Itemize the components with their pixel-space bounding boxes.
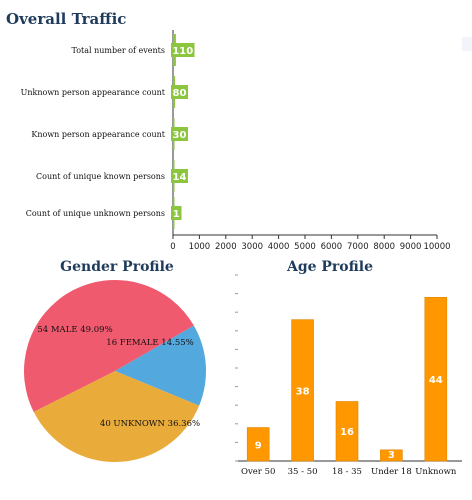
age-bar [424, 297, 448, 462]
traffic-category-label: Total number of events [71, 46, 165, 55]
age-profile-chart: 9 Over 50 38 35 - 50 16 18 - 35 3 Under 18 44 Unk… [235, 274, 462, 477]
gender-pie-slice [23, 280, 194, 412]
gender-slice-label: 40 UNKNOWN 36.36% [100, 419, 200, 429]
overall-traffic-chart: 0 1000 2000 3000 4000 5000 6000 7000 8000 9000 100… [21, 30, 451, 252]
traffic-x-tick-label: 10000 [423, 242, 450, 252]
traffic-category-label: Unknown person appearance count [21, 88, 166, 97]
traffic-x-tick-label: 6000 [321, 242, 343, 252]
gender-profile-title: Gender Profile [60, 259, 174, 275]
age-category-label: Under 18 [371, 467, 412, 477]
traffic-x-tick-label: 4000 [268, 242, 290, 252]
traffic-value-label: 110 [172, 46, 193, 57]
edge-tab [462, 37, 472, 51]
age-value-label: 38 [296, 386, 310, 397]
age-category-label: 18 - 35 [332, 467, 362, 477]
traffic-x-tick-label: 7000 [347, 242, 369, 252]
traffic-x-tick-label: 1000 [189, 242, 211, 252]
traffic-category-label: Count of unique known persons [36, 172, 165, 181]
traffic-value-label: 80 [173, 88, 187, 99]
age-value-label: 9 [255, 440, 262, 451]
traffic-value-label: 14 [173, 172, 187, 183]
traffic-x-tick-label: 3000 [241, 242, 263, 252]
traffic-value-label: 1 [173, 209, 180, 220]
age-category-label: Over 50 [241, 467, 275, 477]
traffic-x-tick-label: 2000 [215, 242, 237, 252]
age-value-label: 16 [340, 427, 354, 438]
overall-traffic-title: Overall Traffic [6, 10, 127, 28]
gender-slice-label: 16 FEMALE 14.55% [106, 338, 193, 348]
gender-pie-slice [115, 325, 207, 406]
traffic-category-label: Count of unique unknown persons [26, 209, 165, 218]
gender-slice-label: 54 MALE 49.09% [37, 325, 112, 335]
traffic-x-tick-label: 0 [170, 242, 175, 252]
age-bar [291, 319, 314, 462]
age-bar [380, 449, 403, 462]
traffic-value-badge [171, 43, 195, 57]
traffic-x-tick-label: 8000 [373, 242, 395, 252]
traffic-value-label: 30 [173, 130, 187, 141]
age-bar [246, 427, 270, 462]
traffic-category-label: Known person appearance count [31, 130, 165, 139]
gender-profile-chart: 16 FEMALE 14.55% 40 UNKNOWN 36.36% 54 MALE… [23, 280, 207, 462]
traffic-value-badge [171, 85, 188, 99]
age-value-label: 3 [388, 450, 395, 461]
traffic-value-badge [171, 206, 182, 220]
traffic-x-tick-label: 9000 [400, 242, 422, 252]
gender-pie-slice [33, 371, 200, 462]
traffic-value-badge [171, 169, 188, 183]
traffic-x-tick-label: 5000 [294, 242, 316, 252]
age-bar [335, 401, 359, 462]
traffic-value-badge [171, 127, 188, 141]
age-value-label: 44 [429, 375, 443, 386]
age-category-label: 35 - 50 [288, 467, 318, 477]
age-profile-title: Age Profile [286, 259, 374, 275]
age-category-label: Unknown [415, 467, 457, 477]
